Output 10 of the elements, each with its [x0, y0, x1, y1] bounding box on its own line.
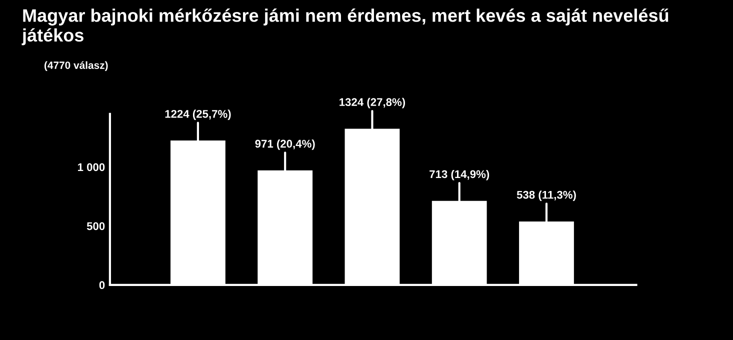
data-label: 971 (20,4%)	[255, 140, 315, 150]
data-label: 1324 (27,8%)	[340, 98, 406, 108]
y-tick-label: 1 000	[78, 163, 105, 172]
chart-subtitle: (4770 válasz)	[44, 61, 108, 71]
y-tick-label: 0	[99, 281, 105, 290]
y-tick-label: 500	[86, 222, 105, 230]
data-label: 1224 (25,7%)	[165, 110, 231, 120]
chart-title: Magyar bajnoki mérkőzésre jámi nem érdemes, mert kevés a saját nevelésű játékos	[22, 8, 668, 46]
data-label: 538 (11,3%)	[516, 190, 576, 201]
data-label: 713 (14,9%)	[430, 170, 490, 180]
